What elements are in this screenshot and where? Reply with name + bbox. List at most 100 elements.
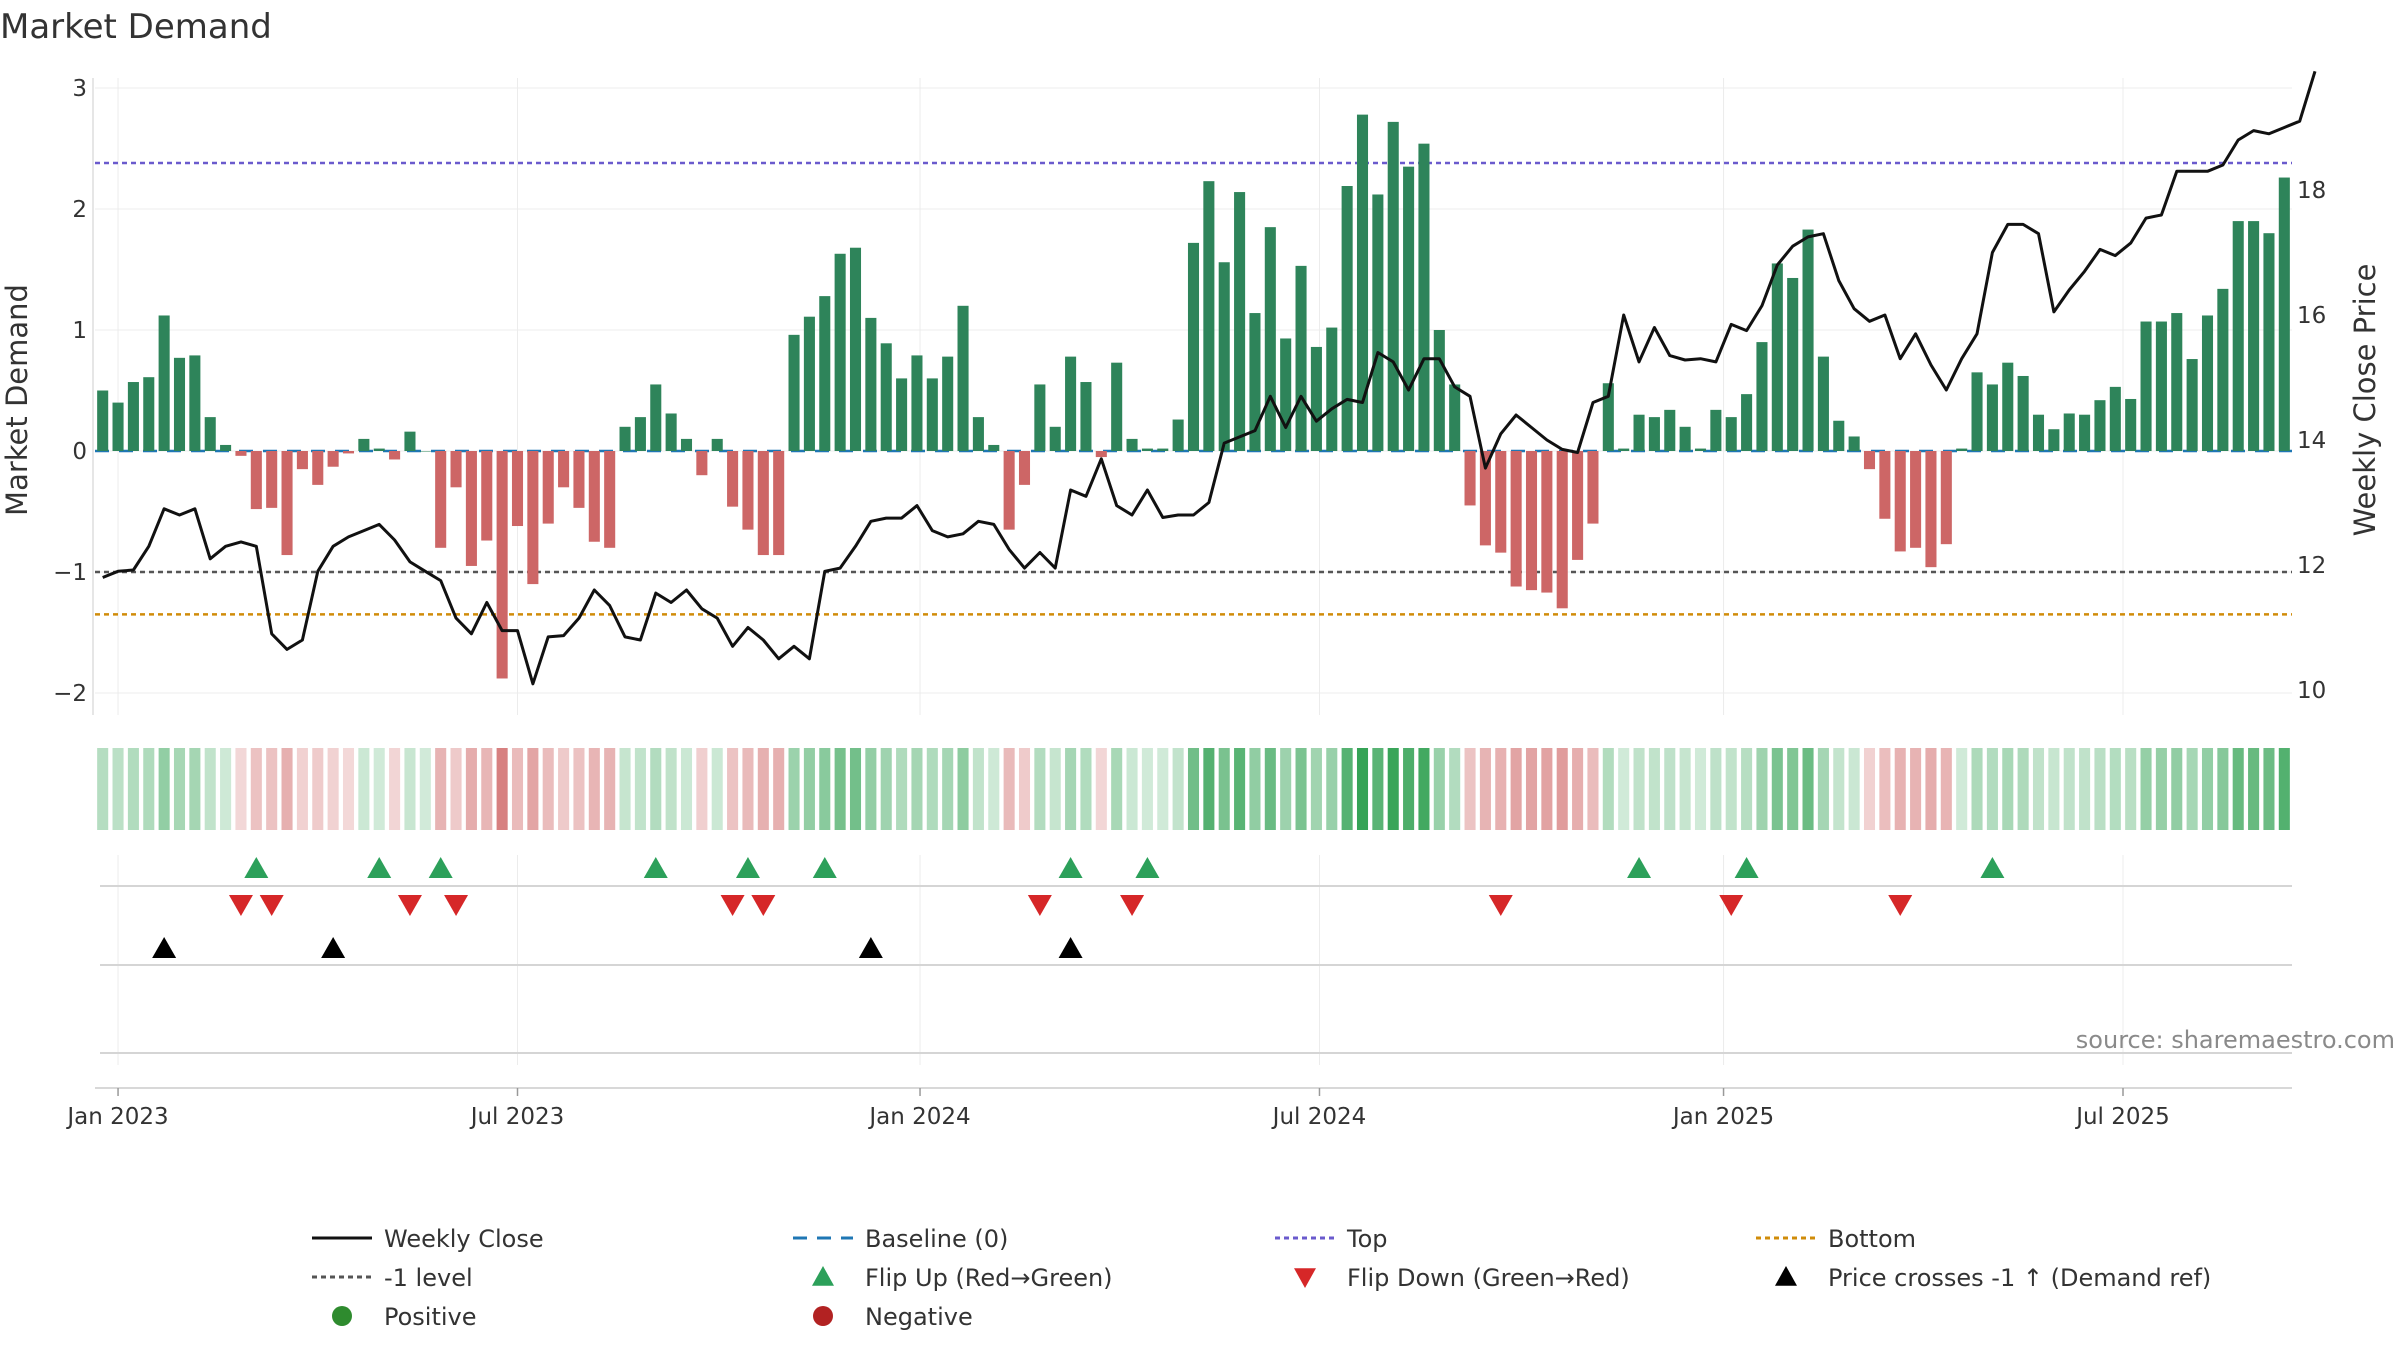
x-tick-label: Jul 2025 [2074,1104,2170,1130]
strip-cell [1525,748,1538,830]
demand-bar [2201,315,2214,451]
y2-tick-label: 12 [2297,553,2326,579]
strip-cell [1111,748,1123,830]
demand-bar [496,451,508,679]
y2-tick-label: 18 [2297,178,2326,204]
demand-bar [2094,400,2106,451]
flip-up-marker [1058,857,1083,878]
demand-bar [742,451,754,530]
demand-bar [1741,394,1753,451]
source-credit: source: sharemaestro.com [2076,1026,2395,1054]
strip-cell [1218,748,1230,830]
demand-bar [1126,438,1138,451]
demand-bar [1203,181,1215,452]
demand-bar [1049,426,1061,451]
demand-bar [1633,414,1645,451]
demand-bar [143,377,155,451]
strip-cell [2109,748,2121,830]
strip-cell [1848,748,1860,830]
demand-bar [1510,451,1522,587]
y2-tick-label: 10 [2297,678,2326,704]
strip-cell [1065,748,1077,830]
demand-bar [2063,413,2075,451]
demand-bar [511,451,524,527]
demand-bar [680,438,693,451]
strip-cell [389,748,401,830]
demand-bar [112,402,124,451]
demand-bar [1479,451,1491,546]
legend-entry: Bottom [1756,1225,1916,1253]
demand-bar [1249,313,1261,451]
strip-cell [1648,748,1660,830]
legend-entry: Negative [813,1303,973,1331]
strip-cell [2125,748,2137,830]
demand-bar [342,451,355,454]
legend-label: Bottom [1828,1225,1916,1253]
demand-bar [1817,356,1829,451]
strip-cell [1787,748,1799,830]
strip-cell [2278,748,2290,830]
strip-cell [250,748,262,830]
demand-bar [1003,451,1015,530]
demand-bar [1111,362,1123,451]
flip-down-marker [397,895,422,916]
legend-swatch-dot [332,1306,352,1326]
y2-tick-label: 14 [2297,428,2326,454]
demand-bar [865,317,877,451]
legend-swatch-triangle-up [812,1266,834,1286]
demand-bar [2079,414,2091,451]
strip-cell [1587,748,1599,830]
demand-bar [1618,448,1630,451]
legend-label: Positive [384,1303,477,1331]
demand-bar [1295,265,1307,451]
flip-down-marker [444,895,469,916]
legend-label: Price crosses -1 ↑ (Demand ref) [1828,1264,2211,1292]
strip-cell [2186,748,2198,830]
demand-bar [189,355,201,451]
demand-bar [634,417,646,451]
strip-cell [511,748,524,830]
strip-cell [1249,748,1261,830]
demand-bar [1848,436,1860,451]
strip-cell [1633,748,1645,830]
strip-cell [1018,748,1031,830]
strip-cell [757,748,769,830]
strip-cell [1541,748,1553,830]
demand-bar [1725,417,1737,451]
strip-cell [849,748,862,830]
demand-bar [650,384,662,451]
demand-bar [204,417,216,451]
demand-bar [2109,386,2121,451]
demand-bar [803,316,815,451]
flip-down-marker [1888,895,1913,916]
demand-bar [1157,448,1169,451]
demand-bar [2232,221,2244,451]
demand-bar [1971,372,1983,451]
demand-bar [127,382,139,451]
strip-cell [558,748,570,830]
demand-bar [1495,451,1507,553]
strip-cell [281,748,293,830]
strip-cell [634,748,646,830]
strip-cell [127,748,139,830]
price-cross-marker [858,937,883,958]
strip-cell [711,748,723,830]
strip-cell [896,748,908,830]
strip-cell [2232,748,2244,830]
weekly-close-line [102,70,2317,686]
flip-down-marker [1027,895,1052,916]
strip-cell [481,748,493,830]
strip-cell [942,748,954,830]
strip-cell [204,748,216,830]
y-axis-title: Market Demand [0,284,34,516]
demand-bar [419,451,431,452]
strip-cell [1280,748,1292,830]
strip-cell [2079,748,2091,830]
strip-cell [2263,748,2275,830]
signal-markers [100,857,2292,1054]
y-tick-label: −2 [53,681,87,707]
strip-cell [189,748,201,830]
demand-bar [1756,342,1768,451]
flip-up-marker [643,857,668,878]
flip-down-marker [1488,895,1513,916]
